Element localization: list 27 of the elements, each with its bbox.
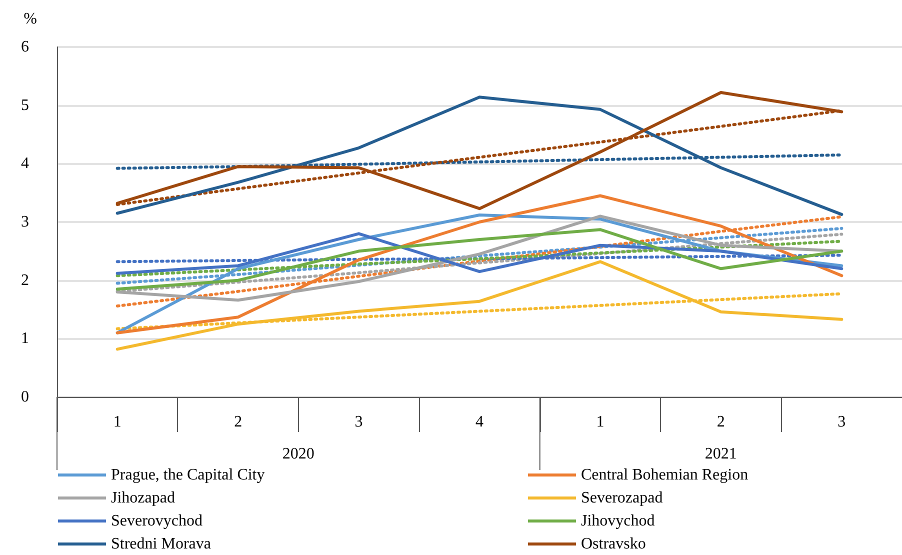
x-tick-label: 4 <box>476 414 484 430</box>
x-tick-label: 1 <box>113 414 122 430</box>
legend-label: Jihozapad <box>111 490 175 506</box>
y-tick-label: 5 <box>21 96 29 114</box>
y-axis-title: % <box>24 10 37 28</box>
y-tick-label: 4 <box>21 155 29 172</box>
text: 2020 <box>282 446 314 462</box>
x-tick-label: 2 <box>716 414 725 430</box>
y-tick-label: 2 <box>21 272 29 289</box>
y-tick-label: 1 <box>21 330 29 348</box>
legend-label: Severozapad <box>581 490 663 506</box>
y-tick-label: 0 <box>21 388 29 406</box>
line-series <box>116 232 844 275</box>
legend-label: Severovychod <box>111 512 203 530</box>
y-tick-label: 3 <box>21 214 29 230</box>
legend-label: Ostravsko <box>581 536 646 552</box>
legend-label: Jihovychod <box>581 512 655 530</box>
legend-label: Stredni Morava <box>111 536 211 552</box>
legend-label: Central Bohemian Region <box>581 466 748 484</box>
x-tick-label: 3 <box>354 414 363 430</box>
y-tick-label: 6 <box>21 38 29 56</box>
text: 2021 <box>704 446 737 462</box>
legend-label: Prague, the Capital City <box>111 466 265 484</box>
x-tick-label: 3 <box>838 414 846 430</box>
line-series <box>116 260 844 351</box>
x-tick-label: 1 <box>596 414 604 430</box>
x-tick-label: 2 <box>234 414 242 430</box>
